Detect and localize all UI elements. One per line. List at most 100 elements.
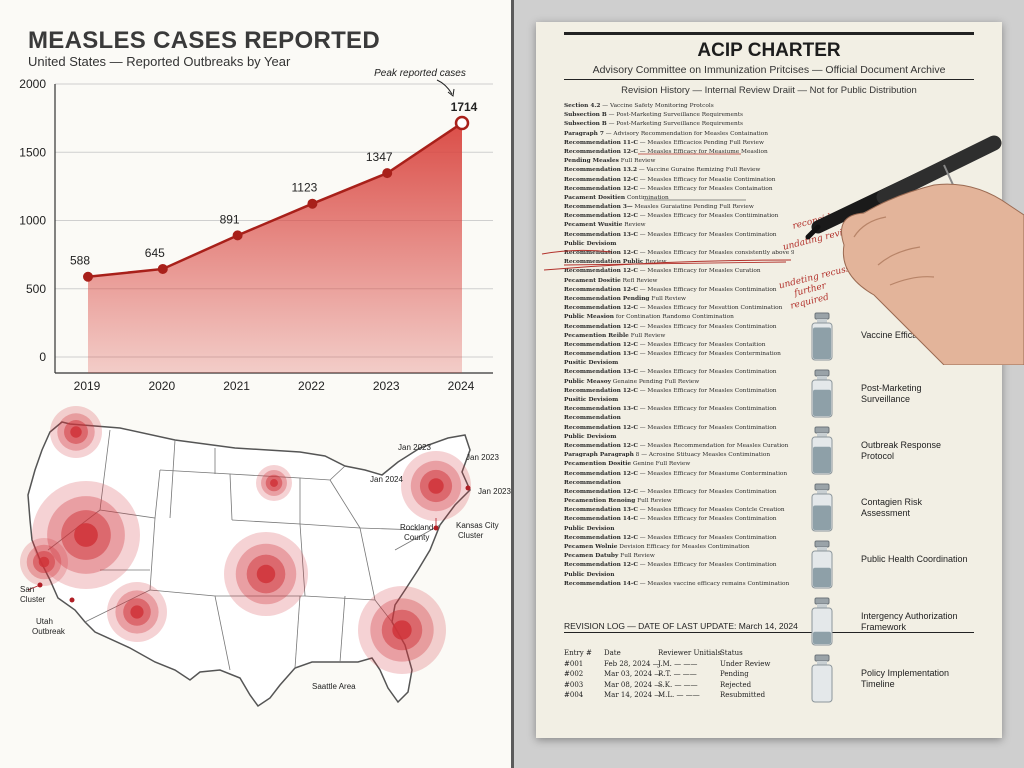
- line-heading: Pusitic Devisiom: [564, 360, 619, 367]
- line-body: Review: [643, 259, 667, 266]
- line-body: Genine Full Review: [631, 461, 691, 468]
- line-body: — Measles Efficacy for Measles Curation: [637, 268, 761, 275]
- document-line: Public Measoy Genaine Pending Full Revie…: [564, 378, 794, 387]
- outbreak-hotspot: [70, 426, 82, 438]
- hand-with-pen-icon: [805, 135, 1024, 365]
- document-line: Recommendation 12-C — Measles Efficacy f…: [564, 212, 794, 221]
- log-rule: [564, 632, 974, 633]
- line-heading: Recommendation 12-C: [564, 387, 638, 394]
- line-body: — Measles Efficacy for Measiume Measlion: [637, 148, 768, 155]
- outbreak-hotspot: [428, 478, 444, 494]
- line-heading: Recommendation 12-C: [564, 341, 638, 348]
- line-heading: Recommendation 13.2: [564, 167, 637, 174]
- line-heading: Recommendation 12-C: [564, 176, 638, 183]
- map-label: Jan 2023: [466, 453, 499, 462]
- document-line: Public Devision: [564, 571, 794, 580]
- y-tick-label: 1500: [19, 145, 46, 159]
- line-heading: Recommendation 13-C: [564, 231, 638, 238]
- line-body: — Measles Efficacy for Measles consisten…: [637, 250, 794, 256]
- line-heading: Recommendation 12-C: [564, 488, 638, 495]
- line-body: for Contination Randomo Contimination: [614, 314, 734, 321]
- map-label: Outbreak: [32, 627, 66, 636]
- line-heading: Section 4.2: [564, 103, 601, 109]
- line-body: — Advisory Recommendation for Measles Co…: [603, 130, 768, 137]
- line-body: — Measles Efficacy for Measles Contimina…: [637, 534, 777, 541]
- log-cell: Pending: [720, 670, 749, 678]
- outbreak-hotspot: [74, 523, 98, 547]
- log-cell: Mar 14, 2024 —: [604, 691, 662, 699]
- line-body: — Measles vaccine efficacy remains Conti…: [637, 580, 790, 587]
- peak-arrow: [436, 79, 453, 95]
- line-body: Contimination: [625, 194, 669, 201]
- vial-label: Post-Marketing Surveillance: [861, 383, 922, 404]
- acip-charter-document: ACIP CHARTER Advisory Committee on Immun…: [536, 22, 1002, 738]
- document-line: Recommendation 13-C — Measles Efficacy f…: [564, 405, 794, 414]
- line-heading: Subsection B: [564, 112, 607, 119]
- outbreak-hotspot: [130, 605, 144, 619]
- vaccine-vial-icon: [811, 540, 833, 589]
- document-line: Recommendation 12-C — Measles Recommenda…: [564, 442, 794, 451]
- line-heading: Recommendation 12-C: [564, 148, 638, 155]
- revision-note: Revision History — Internal Review Draii…: [621, 85, 917, 96]
- line-body: — Measles Efficacy for Measles Contimina…: [637, 369, 777, 376]
- document-line: Public Devision: [564, 525, 794, 534]
- line-heading: Pecamention Renoing: [564, 498, 636, 505]
- vial-label: Outbreak Response Protocol: [861, 440, 942, 461]
- data-label: 1714: [451, 100, 478, 114]
- document-line: Public Devisiom: [564, 240, 794, 249]
- line-body: Full Review: [628, 332, 666, 339]
- document-line: Pecament Dositie Refl Review: [564, 277, 794, 286]
- line-heading: Pecament Dositie: [564, 277, 621, 284]
- log-row: #004 Mar 14, 2024 — M.L. — —— Resubmitted: [564, 690, 780, 701]
- peak-arrow-head: [447, 88, 455, 97]
- map-label: Cluster: [20, 595, 46, 604]
- y-tick-label: 2000: [19, 77, 46, 91]
- line-heading: Public Devision: [564, 525, 615, 532]
- map-label: Jan 2023: [398, 443, 431, 452]
- line-heading: Pusitic Devisiom: [564, 397, 619, 403]
- line-heading: Recommendation: [564, 479, 621, 486]
- line-body: Devision Efficacy for Measles Contiminat…: [617, 544, 750, 550]
- document-line: Recommendation: [564, 414, 794, 423]
- vial-label: Intergency Authorization Framework: [861, 611, 958, 632]
- vial-label: Contagien Risk Assessment: [861, 497, 923, 518]
- line-heading: Pending Measles: [564, 158, 619, 165]
- document-line: Recommendation 12-C — Measles Efficacy f…: [564, 176, 794, 185]
- data-point: [307, 198, 318, 209]
- line-body: — Measles Efficacy for Mesuttion Contimi…: [637, 305, 783, 312]
- line-heading: Public Devisiom: [564, 240, 617, 247]
- line-heading: Recommendation 12-C: [564, 323, 638, 330]
- log-cell: Date: [604, 649, 621, 657]
- document-line: Pacament Dositien Contimination: [564, 194, 794, 203]
- map-label: Utah: [36, 617, 53, 626]
- data-point: [382, 168, 393, 179]
- line-body: — Measles Efficacy for Measles Contimina…: [637, 562, 777, 569]
- y-tick-label: 0: [39, 350, 46, 364]
- line-body: — Vaccine Safety Monitoring Protcols: [600, 103, 714, 109]
- log-cell: Resubmitted: [720, 691, 766, 699]
- document-line: Recommendation 12-C — Measles Efficacy f…: [564, 341, 794, 350]
- line-body: Refl Review: [620, 277, 658, 284]
- line-heading: Recommendation 12-C: [564, 213, 638, 220]
- line-body: — Post-Marketing Surveillance Requiremen…: [606, 121, 744, 128]
- document-line: Recommendation 12-C — Measles Efficacy f…: [564, 304, 794, 313]
- line-heading: Recommendation 12-C: [564, 250, 638, 256]
- data-point: [232, 230, 243, 241]
- document-line: Recommendation 3— Measles Guraiatine Pen…: [564, 203, 794, 212]
- outbreak-hotspot: [392, 620, 412, 640]
- log-cell: #002: [564, 670, 584, 678]
- line-heading: Recommendation 13-C: [564, 507, 638, 514]
- log-row: #002 Mar 03, 2024 — R.T. — —— Pending: [564, 669, 780, 680]
- data-label: 891: [220, 212, 240, 226]
- line-heading: Recommendation 14-C: [564, 516, 638, 523]
- line-body: — Measles Efficacy for Measles Contimina…: [637, 323, 777, 330]
- outbreak-hotspot: [256, 564, 276, 584]
- line-body: — Measles Efficacy for Measles Contimina…: [637, 286, 777, 293]
- document-line: Recommendation Public Review: [564, 258, 794, 267]
- vial-label: Policy Implementation Timeline: [861, 668, 950, 689]
- top-rule: [564, 32, 974, 35]
- log-cell: Mar 08, 2024 —: [604, 680, 662, 689]
- line-heading: Recommendation 12-C: [564, 424, 638, 431]
- document-line: Recommendation 12-C — Measles Efficacy f…: [564, 534, 794, 543]
- document-line: Recommendation 14-C — Measles vaccine ef…: [564, 580, 794, 589]
